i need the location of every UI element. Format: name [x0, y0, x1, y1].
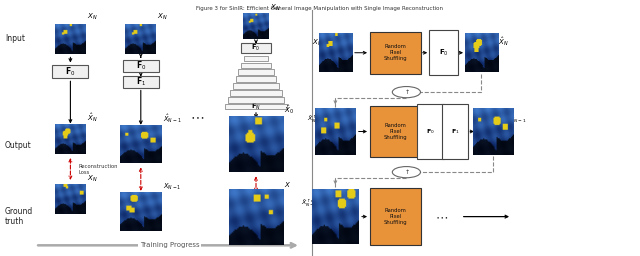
FancyBboxPatch shape [228, 97, 284, 102]
Text: $\hat{X}_{N-1}$: $\hat{X}_{N-1}$ [509, 114, 527, 125]
Text: Figure 3 for SinIR: Efficient General Image Manipulation with Single Image Recon: Figure 3 for SinIR: Efficient General Im… [196, 6, 444, 11]
Text: Random
Pixel
Shuffling: Random Pixel Shuffling [384, 208, 407, 225]
Text: Reconstruction
Loss: Reconstruction Loss [78, 164, 118, 175]
FancyBboxPatch shape [123, 60, 159, 71]
Text: $\mathbf{F}_0$: $\mathbf{F}_0$ [252, 43, 260, 53]
Circle shape [392, 87, 420, 98]
FancyBboxPatch shape [225, 104, 287, 109]
Text: $\hat{X}_0$: $\hat{X}_0$ [284, 104, 294, 116]
Text: $X_N$: $X_N$ [270, 2, 281, 13]
Text: $X_N$: $X_N$ [87, 173, 98, 184]
Text: $X_N$: $X_N$ [87, 12, 98, 22]
Text: $X$: $X$ [284, 180, 291, 189]
FancyBboxPatch shape [429, 30, 458, 76]
Text: $\hat{X}_{N-1}$: $\hat{X}_{N-1}$ [163, 113, 181, 125]
Text: Input: Input [5, 34, 25, 43]
Text: Output: Output [5, 141, 32, 150]
FancyBboxPatch shape [244, 56, 268, 61]
Text: $\hat{X}_N^{\uparrow r}$: $\hat{X}_N^{\uparrow r}$ [307, 114, 321, 125]
FancyBboxPatch shape [123, 76, 159, 88]
Text: $\mathbf{F}_0$: $\mathbf{F}_0$ [136, 60, 146, 72]
Text: $\mathbf{F}_N$: $\mathbf{F}_N$ [251, 102, 261, 112]
Circle shape [392, 167, 420, 178]
Text: Random
Pixel
Shuffling: Random Pixel Shuffling [384, 44, 407, 61]
FancyBboxPatch shape [52, 65, 88, 78]
FancyBboxPatch shape [370, 188, 421, 245]
FancyBboxPatch shape [233, 83, 279, 89]
FancyBboxPatch shape [442, 104, 468, 159]
Text: $\uparrow$: $\uparrow$ [403, 167, 410, 176]
Text: Training Progress: Training Progress [140, 242, 200, 248]
Text: $\hat{X}_{N-1}^{\uparrow r}$: $\hat{X}_{N-1}^{\uparrow r}$ [301, 198, 319, 209]
FancyBboxPatch shape [230, 90, 282, 95]
FancyBboxPatch shape [236, 76, 276, 82]
Text: $\cdots$: $\cdots$ [190, 109, 204, 123]
FancyBboxPatch shape [370, 32, 421, 73]
Text: $X_N$: $X_N$ [157, 12, 168, 22]
Text: Random
Pixel
Shuffling: Random Pixel Shuffling [384, 123, 407, 140]
FancyBboxPatch shape [241, 43, 271, 53]
Text: $\hat{X}_N$: $\hat{X}_N$ [498, 35, 509, 48]
Text: $X_N$: $X_N$ [312, 37, 323, 48]
Text: Ground
truth: Ground truth [5, 207, 33, 226]
FancyBboxPatch shape [241, 62, 271, 68]
Text: $\mathbf{F}_0$: $\mathbf{F}_0$ [65, 66, 76, 78]
Text: $\mathbf{F}_0$: $\mathbf{F}_0$ [426, 127, 435, 136]
FancyBboxPatch shape [370, 106, 421, 157]
Text: $\uparrow$: $\uparrow$ [403, 87, 410, 96]
FancyBboxPatch shape [417, 104, 444, 159]
Text: $\cdots$: $\cdots$ [435, 210, 448, 223]
Text: $X_{N-1}$: $X_{N-1}$ [163, 182, 181, 193]
Text: $\mathbf{F}_1$: $\mathbf{F}_1$ [451, 127, 460, 136]
Text: $\hat{X}_N$: $\hat{X}_N$ [87, 111, 98, 124]
FancyBboxPatch shape [239, 69, 273, 75]
Text: $\mathbf{F}_1$: $\mathbf{F}_1$ [136, 76, 146, 88]
Text: $\mathbf{F}_0$: $\mathbf{F}_0$ [438, 48, 449, 58]
